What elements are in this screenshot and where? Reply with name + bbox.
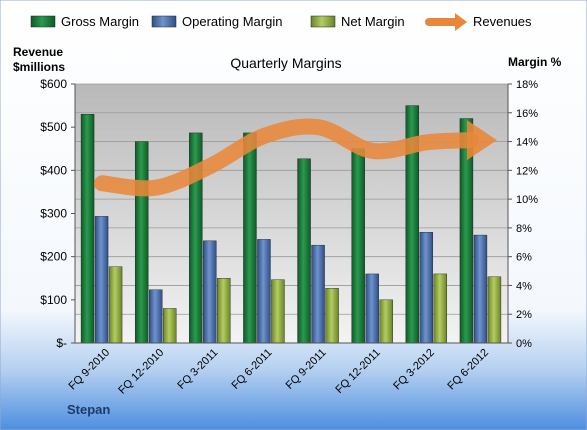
legend-label: Revenues [473, 14, 532, 29]
right-tick-label: 14% [516, 137, 538, 149]
bar-net-margin [108, 266, 123, 344]
revenues-line-series [94, 118, 497, 197]
left-axis-title-line1: Revenue [13, 45, 63, 59]
legend-swatch [151, 15, 177, 28]
bar-net-margin [271, 279, 285, 344]
right-tick-label: 6% [516, 252, 532, 264]
legend-label: Gross Margin [61, 14, 139, 29]
legend-swatch-arrow [455, 13, 467, 31]
legend-swatch [310, 15, 336, 28]
bar-net-margin [162, 308, 177, 344]
right-tick-label: 4% [516, 280, 532, 292]
bar-gross-margin [351, 148, 365, 344]
revenues-arrowhead [466, 120, 497, 161]
chart-title: Quarterly Margins [230, 55, 341, 71]
bar-operating-margin [94, 216, 109, 344]
left-tick-label: $200 [40, 250, 67, 264]
bar-net-margin [379, 299, 393, 344]
left-tick-label: $100 [40, 293, 67, 307]
legend-swatch [30, 15, 56, 28]
right-tick-label: 18% [516, 79, 538, 91]
legend-label: Net Margin [341, 14, 405, 29]
bar-gross-margin [297, 158, 311, 344]
bar-operating-margin [203, 240, 217, 344]
left-tick-label: $600 [40, 77, 67, 91]
left-tick-label: $500 [40, 120, 67, 134]
left-axis-title-line2: $millions [13, 60, 65, 74]
legend-label: Operating Margin [182, 14, 282, 29]
bar-operating-margin [311, 244, 325, 344]
legend-item-operating-margin: Operating Margin [151, 14, 282, 29]
bar-net-margin [433, 273, 448, 344]
left-tick-label: $- [56, 336, 67, 350]
bar-net-margin [217, 278, 231, 344]
bar-operating-margin [365, 273, 379, 344]
left-tick-label: $300 [40, 207, 67, 221]
right-tick-label: 16% [516, 108, 538, 120]
bar-gross-margin [80, 114, 95, 344]
bar-operating-margin [419, 232, 434, 344]
right-axis-title: Margin % [508, 55, 562, 69]
right-tick-label: 0% [516, 338, 532, 350]
bar-net-margin [487, 276, 502, 344]
legend: Gross Margin Operating Margin Net Margin Re… [30, 13, 532, 31]
right-tick-label: 8% [516, 223, 532, 235]
bar-operating-margin [257, 239, 271, 344]
bar-net-margin [325, 288, 339, 344]
legend-item-net-margin: Net Margin [310, 14, 405, 29]
legend-item-revenues: Revenues [425, 13, 532, 31]
bar-operating-margin [148, 289, 163, 344]
right-tick-label: 2% [516, 309, 532, 321]
legend-item-gross-margin: Gross Margin [30, 14, 139, 29]
bar-operating-margin [473, 234, 488, 344]
bar-gross-margin [134, 141, 149, 344]
company-label: Stepan [67, 402, 110, 417]
left-tick-label: $400 [40, 163, 67, 177]
revenues-line [94, 118, 479, 197]
right-tick-label: 10% [516, 194, 538, 206]
bar-gross-margin [243, 132, 257, 344]
right-tick-label: 12% [516, 165, 538, 177]
